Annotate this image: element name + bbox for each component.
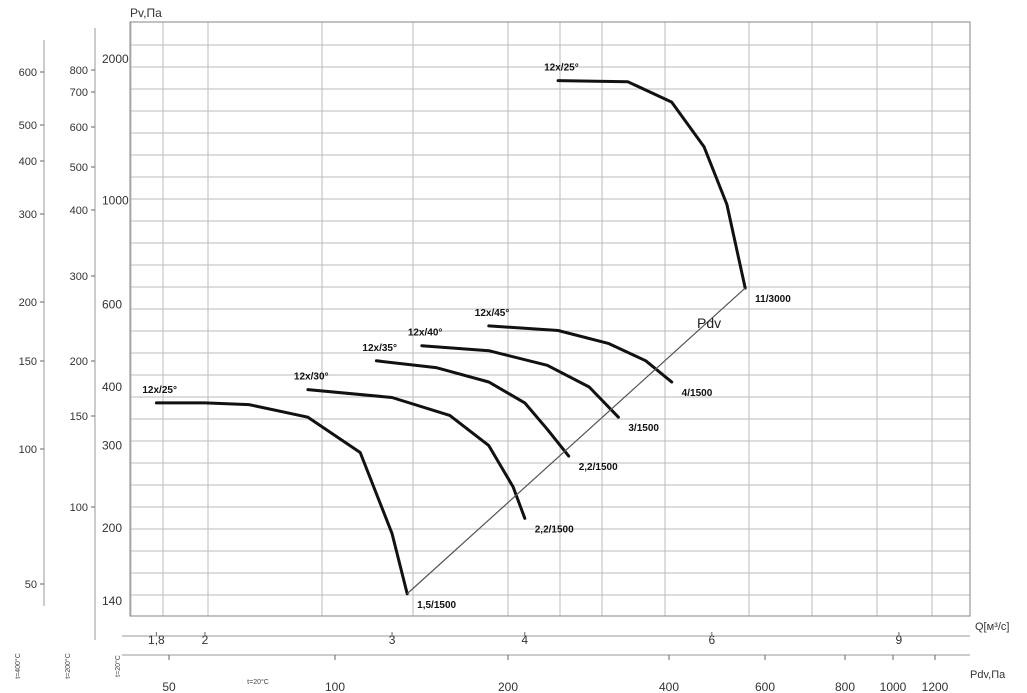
curve-label-4: 12x/40°: [408, 328, 443, 339]
y2-tick-label: 700: [70, 87, 88, 99]
y2-tick-label: 150: [70, 411, 88, 423]
plot-border: [129, 21, 971, 617]
performance-curves: [154, 79, 747, 596]
curve-end-label-2: 2,2/1500: [535, 524, 574, 535]
performance-curve-1: [154, 401, 409, 596]
y1-tick-label: 50: [25, 579, 37, 591]
curve-end-label-3: 2,2/1500: [579, 462, 618, 473]
y2-tick-label: 400: [70, 205, 88, 217]
pdv-line: [406, 287, 746, 595]
pd-tick-label: 400: [659, 680, 679, 693]
x-tick-label: 3: [389, 633, 396, 647]
x-tick-label: 9: [896, 633, 903, 647]
chart-labels: 12x/25° 1,5/1500 12x/30° 2,2/1500 12x/35° 2,2…: [142, 63, 791, 611]
pd-tick-label: 200: [498, 680, 518, 693]
y1-tick-label: 400: [19, 156, 37, 168]
curve-end-label-6: 11/3000: [755, 294, 791, 305]
y-tick-label: 600: [102, 297, 122, 311]
x-tick-label: 1,8: [148, 633, 165, 647]
y-tick-label: 200: [102, 521, 122, 535]
temperature-label: t=20°C: [114, 655, 122, 677]
y2-tick-label: 500: [70, 162, 88, 174]
temperature-label: t=200°C: [64, 653, 72, 679]
performance-curve-6: [556, 79, 747, 290]
temperature-label: t=20°C: [247, 678, 269, 686]
pd-tick-label: 1000: [880, 680, 907, 693]
pd-tick-label: 800: [835, 680, 855, 693]
curve-label-6: 12x/25°: [544, 63, 579, 74]
x-tick-label: 4: [521, 633, 528, 647]
curve-end-label-4: 3/1500: [628, 423, 659, 434]
y-tick-label: 2000: [102, 52, 129, 66]
pd-tick-label: 1200: [922, 680, 949, 693]
curve-label-3: 12x/35°: [362, 343, 397, 354]
y1-tick-label: 150: [19, 356, 37, 368]
curve-end-label-5: 4/1500: [682, 388, 713, 399]
y2-tick-label: 600: [70, 122, 88, 134]
curve-label-1: 12x/25°: [142, 385, 177, 396]
x-axis-title: Q[м³/с]: [975, 621, 1009, 633]
pdv-line-label: Pdv: [697, 315, 721, 331]
temperature-label: t=400°C: [14, 653, 22, 679]
y2-tick-label: 800: [70, 65, 88, 77]
y-tick-label: 300: [102, 439, 122, 453]
plot-frame: [43, 21, 971, 656]
y1-tick-label: 100: [19, 444, 37, 456]
x-tick-label: 2: [202, 633, 209, 647]
y1-tick-label: 300: [19, 209, 37, 221]
y-tick-label: 140: [102, 594, 122, 608]
y2-tick-label: 200: [70, 356, 88, 368]
performance-curve-2: [306, 388, 527, 520]
y2-tick-label: 300: [70, 271, 88, 283]
y2-tick-label: 100: [70, 502, 88, 514]
curve-end-label-1: 1,5/1500: [417, 600, 456, 611]
performance-curve-5: [487, 324, 674, 384]
x-tick-label: 6: [708, 633, 715, 647]
curve-label-5: 12x/45°: [475, 308, 510, 319]
y1-tick-label: 500: [19, 120, 37, 132]
y-axis-title: Pv,Па: [130, 6, 162, 20]
performance-curve-3: [374, 359, 571, 458]
y1-tick-label: 200: [19, 297, 37, 309]
pd-axis-title: Pdv,Па: [970, 669, 1006, 681]
curve-label-2: 12x/30°: [294, 372, 329, 383]
pd-tick-label: 100: [325, 680, 345, 693]
y1-tick-label: 600: [19, 67, 37, 79]
pd-tick-label: 600: [755, 680, 775, 693]
pd-tick-label: 50: [162, 680, 176, 693]
performance-curve-4: [420, 344, 620, 419]
y-tick-label: 400: [102, 380, 122, 394]
axes: 2000 1000 600 400 300 200 140 800 700 600 500 400 30…: [14, 52, 949, 693]
y-tick-label: 1000: [102, 193, 129, 207]
